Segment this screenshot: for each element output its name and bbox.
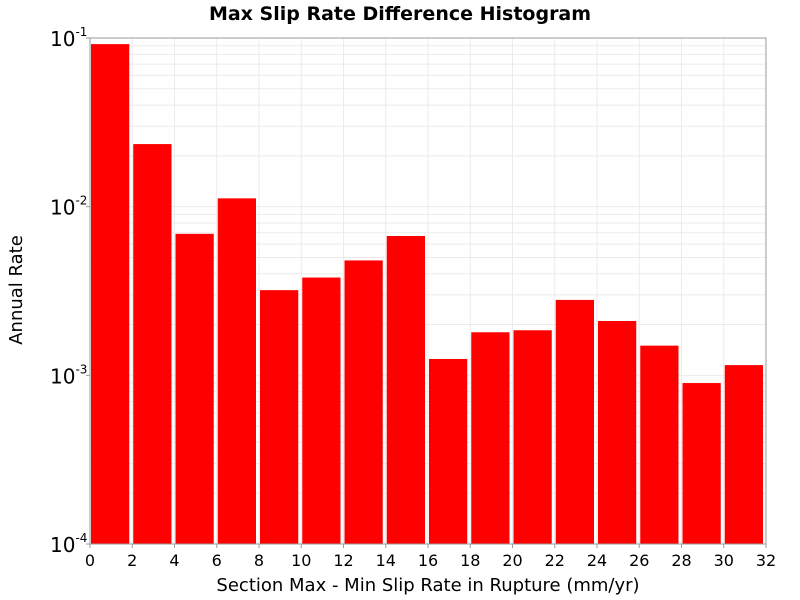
histogram-bar <box>386 236 425 544</box>
histogram-bar <box>344 260 383 544</box>
y-tick-label: 10-2 <box>50 194 87 220</box>
histogram-bar <box>429 358 468 544</box>
y-tick-label: 10-3 <box>50 362 87 388</box>
x-tick-label: 14 <box>376 551 396 570</box>
x-tick-label: 32 <box>756 551 776 570</box>
histogram-bar <box>91 44 130 544</box>
x-tick-label: 0 <box>85 551 95 570</box>
x-tick-label: 26 <box>629 551 649 570</box>
histogram-bar <box>260 290 299 544</box>
x-tick-label: 20 <box>502 551 522 570</box>
x-tick-label: 2 <box>127 551 137 570</box>
x-tick-label: 30 <box>714 551 734 570</box>
y-axis-ticks: 10-1 10-2 10-3 10-4 <box>50 25 90 557</box>
x-tick-label: 6 <box>212 551 222 570</box>
y-axis-label: Annual Rate <box>6 235 27 345</box>
histogram-bar <box>682 383 721 544</box>
bars-layer <box>91 44 763 544</box>
histogram-bar <box>302 277 341 544</box>
x-tick-label: 4 <box>169 551 179 570</box>
x-tick-label: 10 <box>291 551 311 570</box>
x-tick-label: 24 <box>587 551 607 570</box>
histogram-bar <box>217 198 256 544</box>
x-axis-ticks: 0 2 4 6 8 10 12 14 16 18 20 22 24 26 28 30 32 <box>85 544 776 570</box>
histogram-bar <box>513 330 552 544</box>
x-tick-label: 8 <box>254 551 264 570</box>
chart-title: Max Slip Rate Difference Histogram <box>209 3 591 25</box>
x-axis-label: Section Max - Min Slip Rate in Rupture (… <box>216 575 639 596</box>
histogram-bar <box>471 332 510 544</box>
x-tick-label: 16 <box>418 551 438 570</box>
x-tick-label: 12 <box>333 551 353 570</box>
histogram-bar <box>724 365 763 544</box>
x-tick-label: 22 <box>545 551 565 570</box>
histogram-bar <box>133 144 172 544</box>
histogram-bar <box>555 299 594 544</box>
histogram-bar <box>598 320 637 544</box>
y-tick-label: 10-1 <box>50 25 87 51</box>
y-tick-label: 10-4 <box>50 531 87 557</box>
x-tick-label: 18 <box>460 551 480 570</box>
x-tick-label: 28 <box>671 551 691 570</box>
histogram-bar <box>640 345 679 544</box>
histogram-bar <box>175 233 214 544</box>
